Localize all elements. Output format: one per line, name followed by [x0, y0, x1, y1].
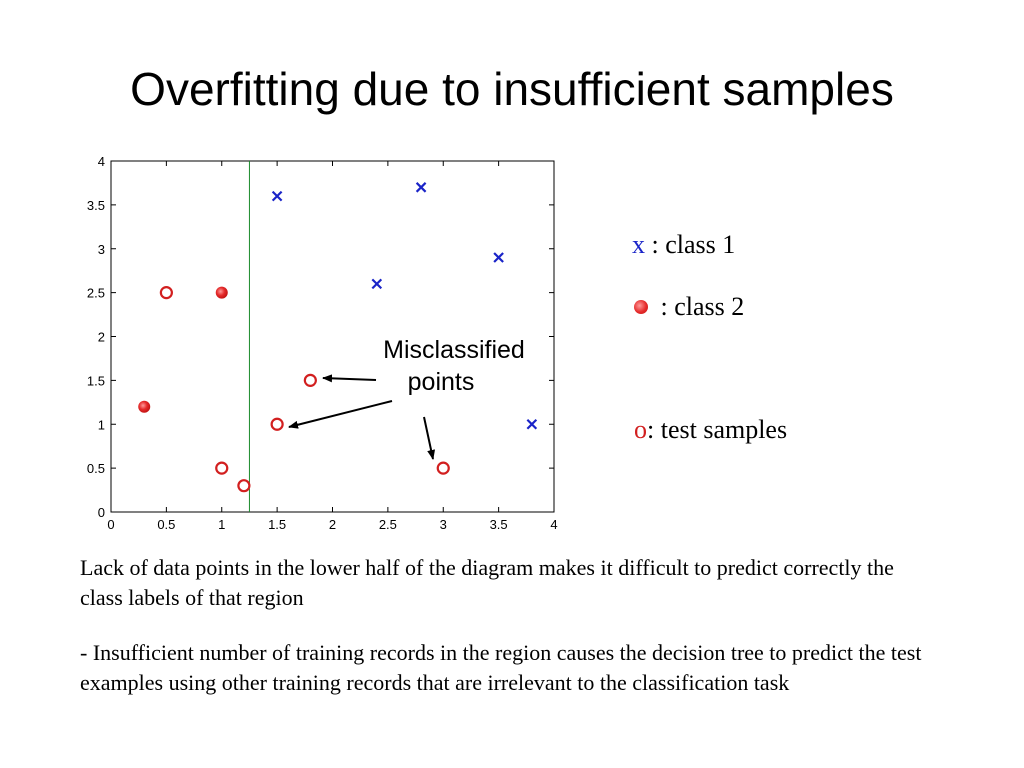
y-tick-label: 1	[98, 417, 105, 432]
x-tick-label: 2	[329, 517, 336, 532]
test-point	[237, 479, 251, 493]
annotation-arrow-1	[322, 374, 377, 383]
y-tick-label: 1.5	[87, 373, 105, 388]
x-tick-label: 2.5	[379, 517, 397, 532]
class2-point	[215, 286, 228, 299]
x-tick-label: 4	[550, 517, 557, 532]
class1-point	[271, 190, 283, 202]
class2-point	[138, 400, 151, 413]
legend-class1: x : class 1	[632, 230, 735, 260]
annotation-arrow-3	[423, 416, 436, 460]
x-tick-label: 0.5	[157, 517, 175, 532]
test-symbol: o	[634, 415, 647, 444]
test-point	[303, 373, 317, 387]
y-tick-label: 4	[98, 154, 105, 169]
slide-title: Overfitting due to insufficient samples	[130, 63, 894, 115]
class1-label: : class 1	[645, 230, 736, 259]
test-point	[270, 417, 284, 431]
y-tick-label: 2	[98, 330, 105, 345]
x-tick-label: 0	[107, 517, 114, 532]
legend-test: o: test samples	[634, 415, 787, 445]
test-point	[215, 461, 229, 475]
x-tick-label: 3	[440, 517, 447, 532]
test-point	[159, 286, 173, 300]
x-tick-label: 1	[218, 517, 225, 532]
class1-point-stroke	[271, 190, 283, 202]
class2-label: : class 2	[654, 292, 745, 321]
legend-class2: : class 2	[634, 292, 744, 322]
class1-point-stroke	[526, 418, 538, 430]
test-point	[436, 461, 450, 475]
paragraph-2: - Insufficient number of training record…	[80, 640, 922, 695]
x-tick-label: 1.5	[268, 517, 286, 532]
x-tick-labels: 0 0.5 1 1.5 2 2.5 3 3.5 4	[107, 517, 557, 532]
class1-point	[493, 252, 504, 263]
class1-point-stroke	[493, 252, 504, 263]
annotation-line1: Misclassified	[383, 336, 525, 364]
y-tick-label: 0	[98, 505, 105, 520]
y-tick-label: 3	[98, 242, 105, 257]
annotation-line2: points	[408, 368, 475, 396]
axis-ticks	[110, 160, 555, 513]
y-tick-label: 0.5	[87, 461, 105, 476]
class1-point	[415, 182, 427, 193]
class2-dot-icon	[634, 300, 648, 315]
plot-area	[110, 160, 555, 513]
y-tick-label: 3.5	[87, 198, 105, 213]
test-label: : test samples	[647, 415, 788, 444]
class1-point	[371, 278, 383, 290]
x-tick-label: 3.5	[490, 517, 508, 532]
class1-point-stroke	[371, 278, 383, 290]
annotation-arrow-2	[288, 400, 393, 429]
paragraph-1: Lack of data points in the lower half of…	[80, 555, 894, 610]
y-tick-labels: 0 0.5 1 1.5 2 2.5 3 3.5 4	[87, 154, 105, 520]
data-points	[138, 182, 538, 493]
y-tick-label: 2.5	[87, 286, 105, 301]
class1-point	[526, 418, 538, 430]
scatter-plot: 0 0.5 1 1.5 2 2.5 3 3.5 4 0 0.5 1 1.5 2 2.5 3 3.5 4 Misc…	[87, 154, 558, 532]
class1-point-stroke	[415, 182, 427, 193]
class1-symbol: x	[632, 230, 645, 259]
